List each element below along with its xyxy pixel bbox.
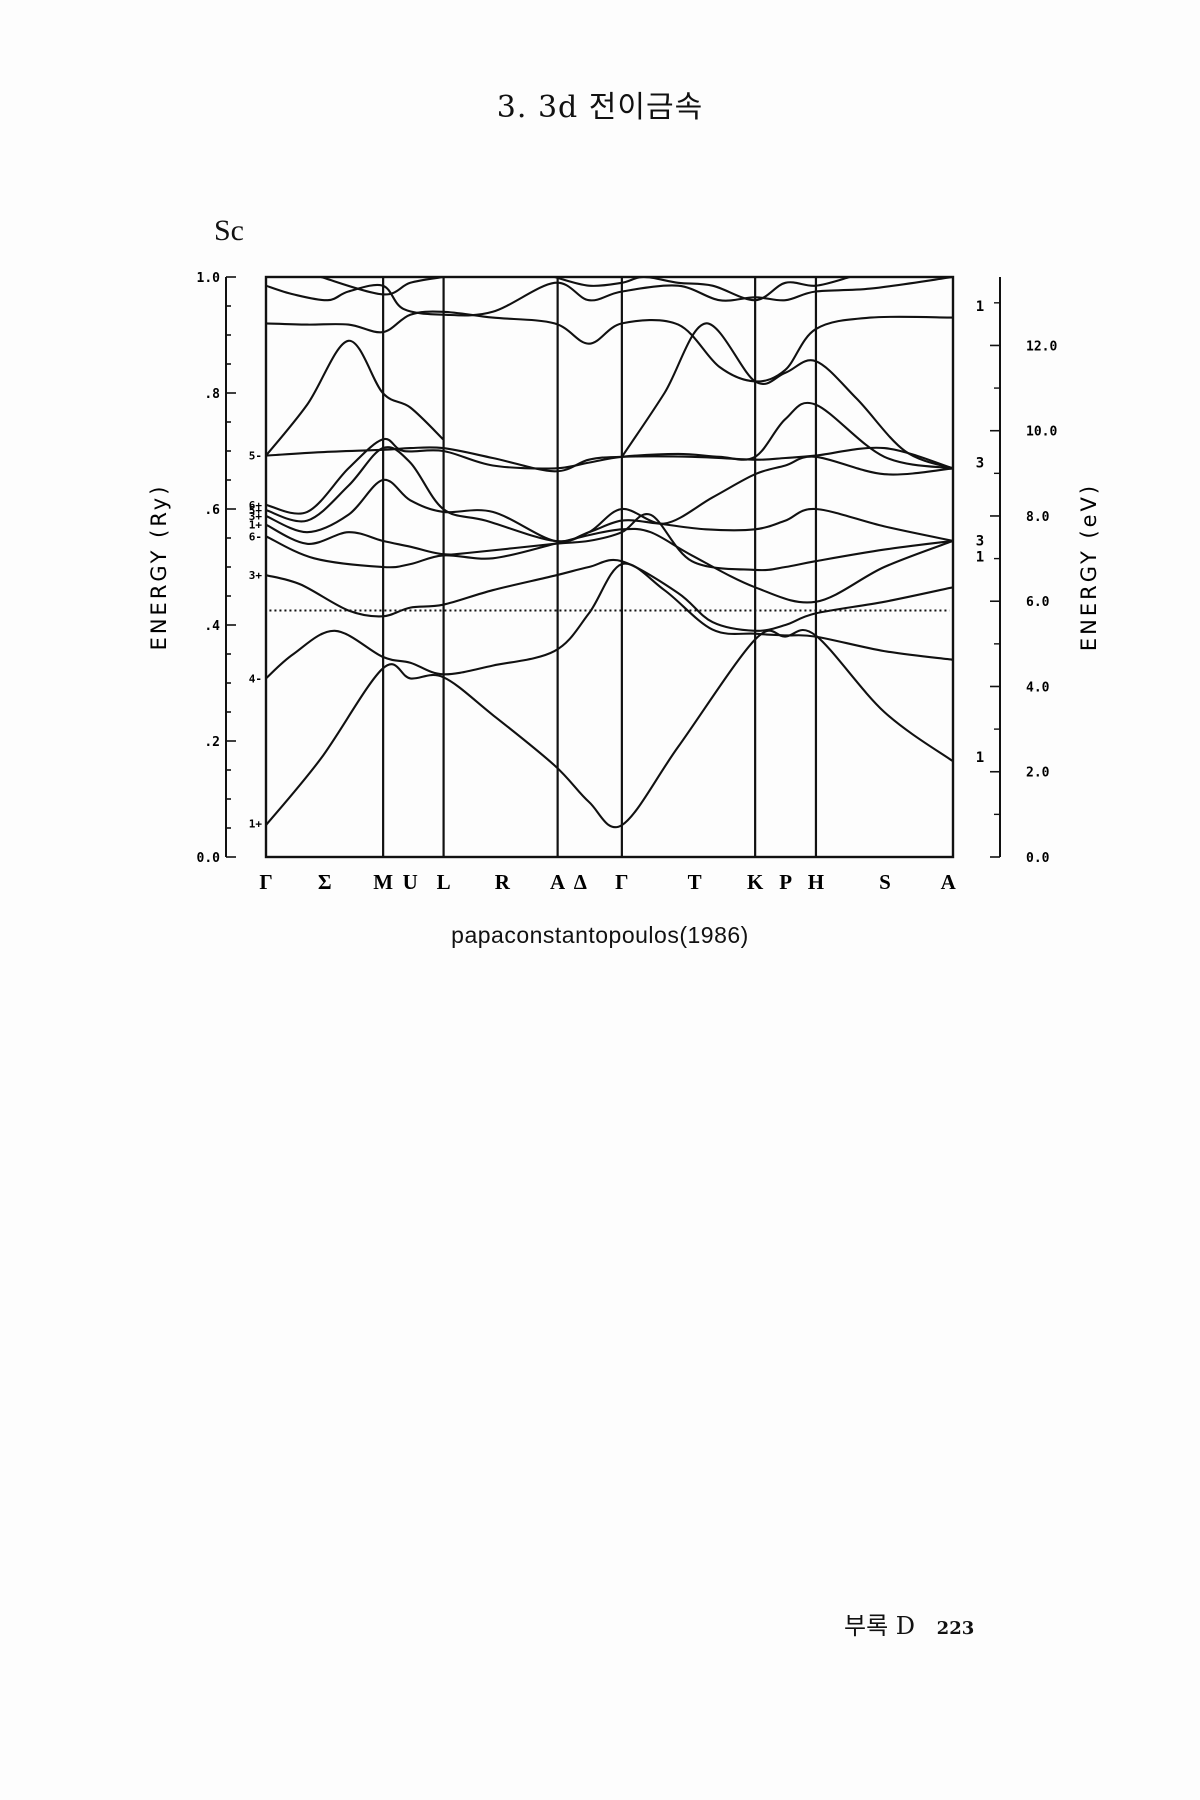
k-point-label: U <box>403 870 418 894</box>
right-tick-label: 2.0 <box>1026 766 1050 781</box>
left-tick-label: 1.0 <box>197 271 221 286</box>
band-line <box>266 527 953 604</box>
left-tick-label: 0.0 <box>197 851 221 866</box>
band-line <box>266 446 953 543</box>
gamma-state-label: 3+ <box>249 569 263 582</box>
band-line <box>266 629 953 829</box>
element-label: Sc <box>214 214 244 247</box>
right-tick-label: 0.0 <box>1026 851 1050 866</box>
degeneracy-label: 3 <box>976 533 984 549</box>
left-tick-label: .2 <box>204 735 220 750</box>
k-point-label: L <box>437 870 451 894</box>
gamma-state-label: 4- <box>249 672 262 685</box>
plot-frame <box>264 275 955 859</box>
right-tick-label: 6.0 <box>1026 595 1050 610</box>
k-point-label: K <box>747 870 764 894</box>
k-point-label: Γ <box>259 870 272 894</box>
band-line <box>266 512 953 572</box>
k-point-label: Σ <box>318 870 332 894</box>
left-tick-label: .6 <box>204 503 220 518</box>
degeneracy-label: 3 <box>976 456 984 472</box>
gamma-state-label: 5- <box>249 450 262 463</box>
k-point-label: A <box>550 870 566 894</box>
band-line <box>266 562 953 680</box>
band-line <box>266 277 953 317</box>
right-axis-title: ENERGY (eV) <box>1077 483 1101 651</box>
footer-label: 부록 D <box>844 1612 916 1640</box>
band-line <box>266 446 953 473</box>
k-point-label: S <box>879 870 891 894</box>
figure-credit: papaconstantopoulos(1986) <box>451 922 749 948</box>
band-line <box>266 401 953 515</box>
right-tick-label: 10.0 <box>1026 425 1057 440</box>
left-tick-label: .8 <box>204 387 220 402</box>
k-point-label: H <box>808 870 824 894</box>
band-line <box>266 478 953 543</box>
k-point-label: P <box>779 870 792 894</box>
band-line <box>554 277 851 302</box>
k-point-label: M <box>373 870 393 894</box>
band-line <box>266 310 953 383</box>
right-tick-label: 12.0 <box>1026 339 1057 354</box>
band-line <box>320 277 444 296</box>
k-point-label: T <box>688 870 702 894</box>
band-line <box>266 339 444 457</box>
band-line <box>266 558 953 632</box>
page-number: 223 <box>936 1618 975 1639</box>
gamma-state-label: 6- <box>249 530 262 543</box>
gamma-state-label: 5+ <box>249 504 263 517</box>
degeneracy-label: 1 <box>976 550 984 566</box>
k-point-label: Δ <box>574 870 587 894</box>
left-axis-title: ENERGY (Ry) <box>147 484 171 651</box>
band-line <box>621 322 953 470</box>
gamma-state-label: 1+ <box>249 817 263 830</box>
gamma-state-label: 3+ <box>249 510 263 523</box>
k-point-label: A <box>941 870 957 894</box>
gamma-state-label: 1+ <box>249 519 263 532</box>
left-tick-label: .4 <box>204 619 220 634</box>
gamma-state-label: 6+ <box>249 499 263 512</box>
degeneracy-label: 1 <box>976 299 984 315</box>
right-tick-label: 8.0 <box>1026 510 1050 525</box>
page-header: 3. 3d 전이금속 <box>496 90 704 125</box>
k-point-label: Γ <box>615 870 628 894</box>
right-tick-label: 4.0 <box>1026 680 1050 695</box>
k-point-label: R <box>495 870 511 894</box>
degeneracy-label: 1 <box>976 750 984 766</box>
page-footer: 부록 D 223 <box>844 1606 974 1641</box>
